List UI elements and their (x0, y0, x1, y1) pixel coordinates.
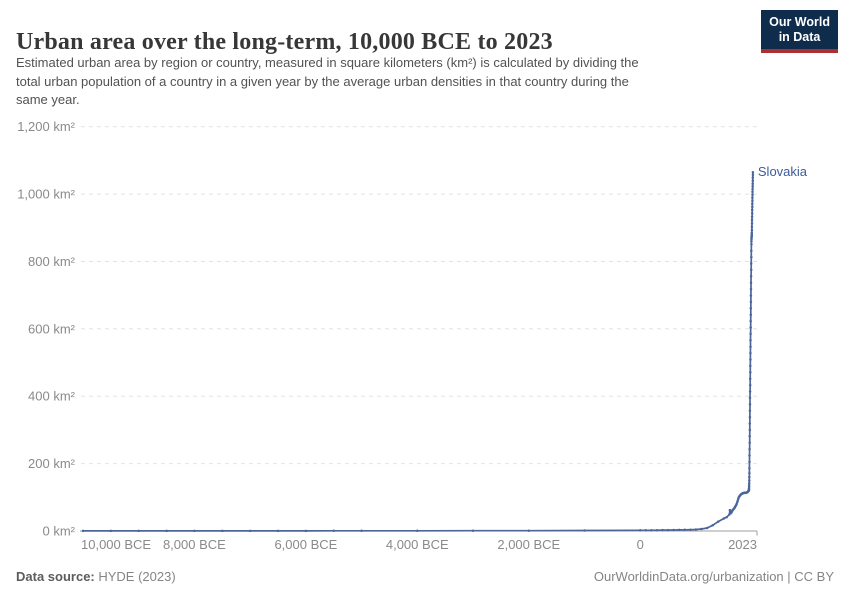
svg-text:2,000 BCE: 2,000 BCE (497, 537, 560, 552)
series-line[interactable] (83, 172, 754, 532)
svg-text:200 km²: 200 km² (28, 456, 76, 471)
data-source-label: Data source: (16, 569, 95, 584)
svg-text:600 km²: 600 km² (28, 321, 76, 336)
data-source: Data source: HYDE (2023) (16, 569, 176, 584)
svg-text:10,000 BCE: 10,000 BCE (81, 537, 151, 552)
page-title: Urban area over the long-term, 10,000 BC… (16, 29, 553, 56)
svg-text:2023: 2023 (728, 537, 757, 552)
subtitle-line: same year. (16, 92, 80, 107)
y-axis-labels: 0 km² 200 km² 400 km² 600 km² 800 km² 1,000 k… (17, 119, 75, 538)
y-gridlines (81, 126, 757, 465)
owid-logo-line2: in Data (778, 30, 821, 44)
page-subtitle: Estimated urban area by region or countr… (16, 54, 736, 110)
svg-text:1,200 km²: 1,200 km² (17, 119, 75, 134)
svg-text:8,000 BCE: 8,000 BCE (163, 537, 226, 552)
data-source-value: HYDE (2023) (94, 569, 176, 584)
svg-text:1,000 km²: 1,000 km² (17, 187, 75, 202)
subtitle-line: total urban population of a country in a… (16, 73, 629, 89)
svg-text:0 km²: 0 km² (43, 524, 76, 539)
entity-label-slovakia[interactable]: Slovakia (758, 164, 808, 179)
series-points[interactable] (81, 170, 755, 533)
svg-text:400 km²: 400 km² (28, 389, 76, 404)
svg-text:0: 0 (637, 537, 644, 552)
svg-text:800 km²: 800 km² (28, 254, 76, 269)
footer: Data source: HYDE (2023) OurWorldinData.… (16, 569, 834, 584)
svg-text:6,000 BCE: 6,000 BCE (274, 537, 337, 552)
subtitle-line: Estimated urban area by region or countr… (16, 55, 639, 70)
owid-logo[interactable]: Our World in Data (761, 10, 838, 53)
owid-logo-line1: Our World (769, 15, 830, 29)
svg-text:4,000 BCE: 4,000 BCE (386, 537, 449, 552)
x-axis-labels: 10,000 BCE 8,000 BCE 6,000 BCE 4,000 BCE 2,0… (81, 537, 757, 552)
urban-area-line-chart[interactable]: 0 km² 200 km² 400 km² 600 km² 800 km² 1,000 k… (0, 112, 850, 562)
credit-link[interactable]: OurWorldinData.org/urbanization | CC BY (593, 569, 834, 584)
